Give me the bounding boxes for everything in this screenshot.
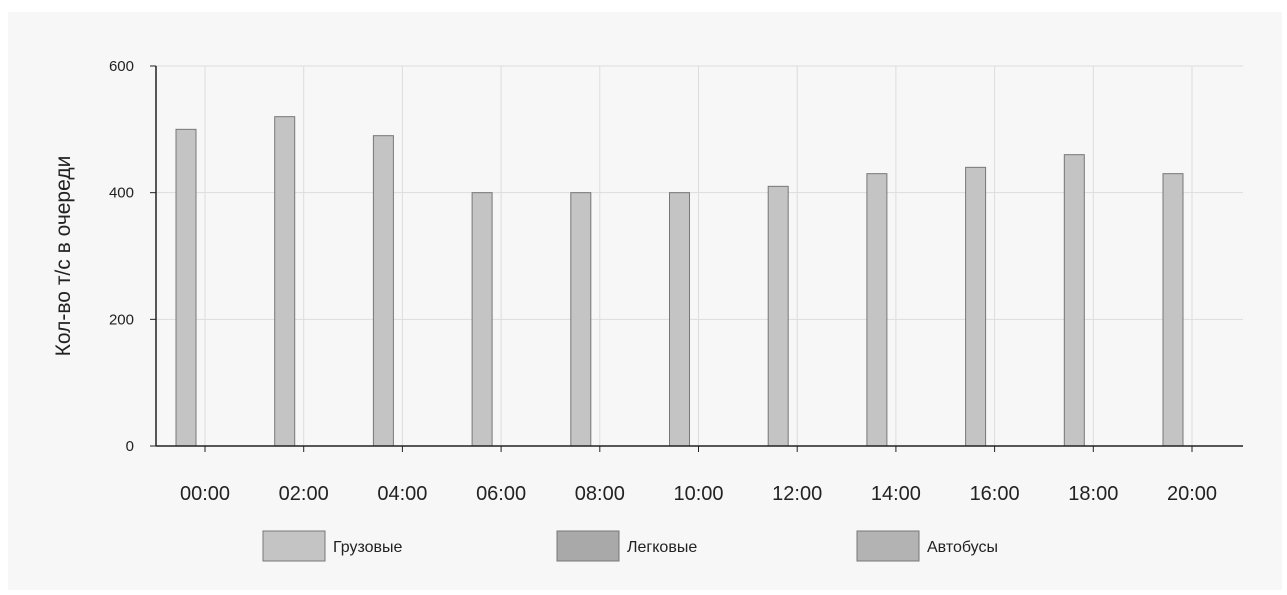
bar-gruzovye bbox=[274, 116, 296, 447]
legend-label: Грузовые bbox=[333, 539, 403, 556]
x-tick-label: 14:00 bbox=[871, 483, 921, 505]
y-tick-label: 400 bbox=[109, 185, 134, 202]
legend-swatch bbox=[262, 530, 326, 562]
legend-label: Автобусы bbox=[927, 539, 998, 556]
x-tick-label: 06:00 bbox=[476, 483, 526, 505]
bar-gruzovye bbox=[965, 166, 987, 447]
legend: Грузовые Легковые Автобусы bbox=[262, 530, 998, 562]
x-tick-labels: 00:00 02:00 04:00 06:00 08:00 10:00 12:00 14:00… bbox=[180, 446, 1217, 505]
y-tick-label: 600 bbox=[109, 58, 134, 75]
x-tick-label: 04:00 bbox=[377, 483, 427, 505]
legend-swatch bbox=[556, 530, 620, 562]
bar-gruzovye bbox=[1162, 173, 1184, 447]
bar-gruzovye bbox=[570, 192, 592, 447]
x-tick-label: 12:00 bbox=[772, 483, 822, 505]
grid-lines bbox=[156, 65, 1243, 446]
x-tick-label: 10:00 bbox=[673, 483, 723, 505]
bar-gruzovye bbox=[471, 192, 493, 447]
x-tick-label: 18:00 bbox=[1068, 483, 1118, 505]
x-tick-label: 20:00 bbox=[1167, 483, 1217, 505]
x-tick-label: 02:00 bbox=[279, 483, 329, 505]
bar-gruzovye bbox=[669, 192, 690, 447]
y-axis-label: Кол-во т/с в очереди bbox=[52, 156, 75, 357]
bar-gruzovye bbox=[372, 135, 394, 447]
y-tick-label: 0 bbox=[126, 438, 134, 455]
bar-gruzovye bbox=[767, 185, 789, 447]
x-tick-label: 08:00 bbox=[575, 483, 625, 505]
x-tick-label: 16:00 bbox=[970, 483, 1020, 505]
legend-label: Легковые bbox=[627, 539, 697, 556]
bar-gruzovye bbox=[866, 173, 888, 447]
x-tick-label: 00:00 bbox=[180, 483, 230, 505]
bar-gruzovye bbox=[175, 128, 197, 447]
bars bbox=[175, 116, 1184, 447]
y-tick-labels: 0 200 400 600 bbox=[109, 58, 156, 455]
bar-gruzovye bbox=[1063, 154, 1085, 447]
legend-swatch bbox=[856, 530, 920, 562]
y-tick-label: 200 bbox=[109, 311, 134, 328]
axes bbox=[155, 66, 1243, 447]
